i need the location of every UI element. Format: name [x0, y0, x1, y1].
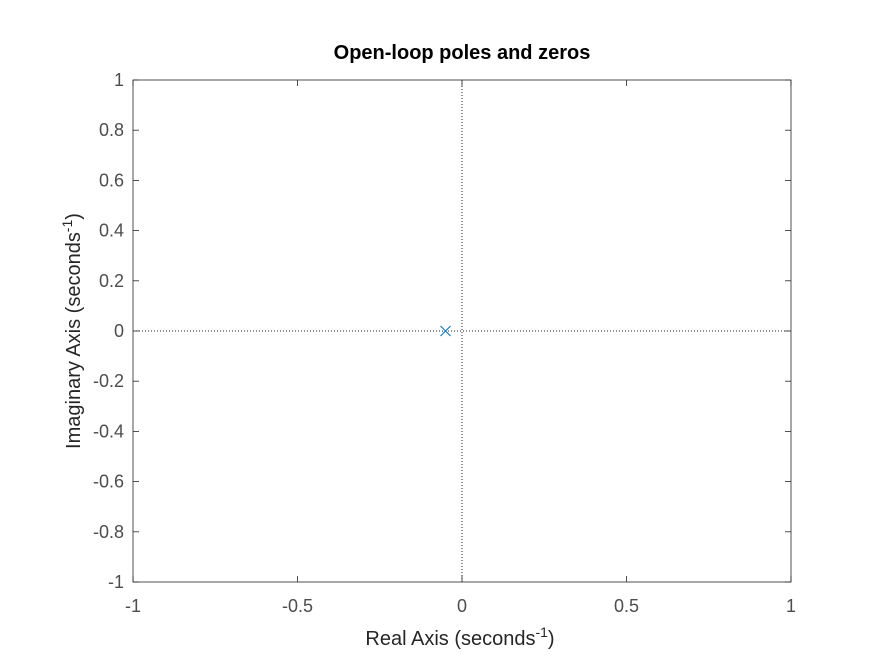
y-tick-label: -0.6 [93, 472, 124, 492]
x-tick-label: -0.5 [282, 596, 313, 616]
y-axis-label: Imaginary Axis (seconds-1) [59, 213, 85, 449]
y-tick-label: 0.8 [99, 120, 124, 140]
y-tick-label: 0.2 [99, 271, 124, 291]
x-tick-label: 0 [457, 596, 467, 616]
pole-marker [440, 325, 451, 337]
y-axis-label-text: Imaginary Axis (seconds [63, 232, 85, 449]
y-tick-label: -0.2 [93, 371, 124, 391]
y-tick-label: 1 [114, 70, 124, 90]
y-tick-label: -1 [108, 572, 124, 592]
x-tick-label: -1 [125, 596, 141, 616]
x-tick-label: 1 [786, 596, 796, 616]
y-tick-label: -0.4 [93, 421, 124, 441]
y-axis-label-close: ) [63, 213, 85, 220]
pole-markers [440, 325, 451, 337]
x-axis-ticks: -1 -0.5 0 0.5 1 [125, 80, 796, 616]
y-axis-ticks: -1 -0.8 -0.6 -0.4 -0.2 0 0.2 0.4 0.6 0.8 1 [93, 70, 791, 592]
pole-marker-stroke [440, 325, 451, 337]
plot-area [132, 79, 792, 583]
y-tick-label: 0.4 [99, 221, 124, 241]
y-tick-label: 0 [114, 321, 124, 341]
chart-title: Open-loop poles and zeros [334, 42, 591, 64]
x-axis-label-close: ) [548, 628, 555, 650]
y-tick-label: 0.6 [99, 170, 124, 190]
y-axis-label-exponent: -1 [59, 220, 75, 233]
x-axis-label: Real Axis (seconds-1) [365, 624, 554, 650]
x-axis-label-text: Real Axis (seconds [365, 628, 535, 650]
x-axis-label-exponent: -1 [535, 624, 548, 640]
x-tick-label: 0.5 [614, 596, 639, 616]
y-tick-label: -0.8 [93, 522, 124, 542]
